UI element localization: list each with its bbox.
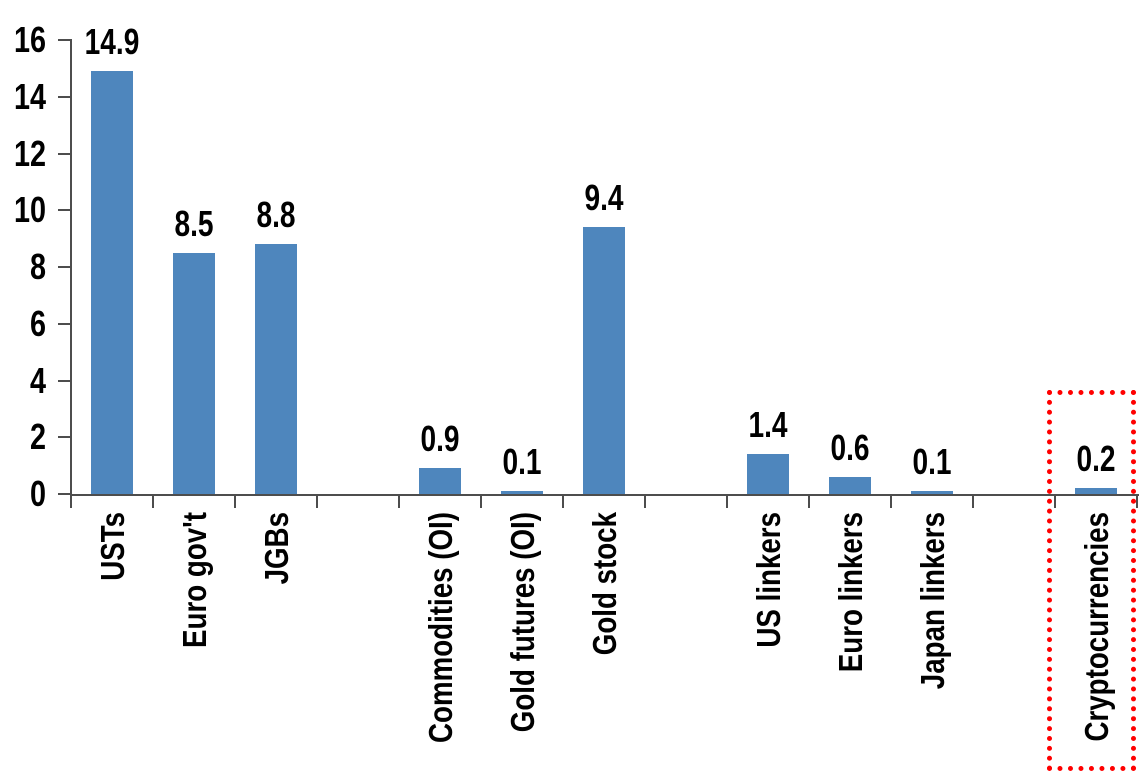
y-axis-tick-label: 0 — [29, 473, 46, 514]
y-axis-tick-label: 16 — [13, 19, 46, 60]
x-axis-tick — [808, 496, 810, 508]
category-label: Japan linkers — [913, 512, 951, 690]
bar-value-label: 0.1 — [912, 441, 952, 483]
y-axis-tick-label: 2 — [29, 416, 46, 458]
category-label: Gold stock — [585, 512, 623, 656]
category-label: Gold futures (OI) — [503, 512, 541, 733]
bar — [501, 491, 543, 494]
x-axis-tick — [1054, 496, 1056, 508]
bar-value-label: 8.8 — [256, 194, 296, 236]
x-axis-line — [70, 494, 1139, 496]
category-label: Commodities (OI) — [421, 512, 459, 744]
category-label: JGBs — [257, 512, 295, 585]
y-axis-tick — [58, 39, 70, 41]
y-axis-tick-label: 8 — [29, 246, 46, 287]
category-label: US linkers — [749, 512, 787, 648]
x-axis-tick — [398, 496, 400, 508]
bar — [911, 491, 953, 494]
bar — [91, 71, 133, 494]
bar-value-label: 0.6 — [830, 426, 870, 468]
y-axis-tick-label: 10 — [13, 189, 46, 231]
bar — [583, 227, 625, 494]
y-axis-tick-label: 6 — [29, 302, 46, 344]
x-axis-tick — [480, 496, 482, 508]
y-axis-tick-label: 12 — [13, 132, 46, 174]
bar — [173, 252, 215, 494]
x-axis-tick — [972, 496, 974, 508]
x-axis-tick — [562, 496, 564, 508]
x-axis-tick — [890, 496, 892, 508]
x-axis-tick — [726, 496, 728, 508]
bar-value-label: 1.4 — [748, 404, 788, 446]
y-axis-tick — [58, 266, 70, 268]
bar-value-label: 0.2 — [1076, 438, 1116, 480]
x-axis-tick — [152, 496, 154, 508]
x-axis-tick — [316, 496, 318, 508]
bar — [419, 468, 461, 494]
bar — [747, 454, 789, 494]
x-axis-tick — [644, 496, 646, 508]
y-axis-tick — [58, 152, 70, 155]
x-axis-tick — [70, 496, 72, 508]
category-label: Euro linkers — [831, 512, 869, 673]
y-axis-tick-label: 14 — [13, 75, 46, 117]
bar-value-label: 8.5 — [174, 202, 214, 244]
bar — [1075, 488, 1117, 494]
y-axis-line — [70, 39, 72, 494]
y-axis-tick — [58, 322, 70, 325]
category-label: USTs — [93, 512, 131, 581]
bar-value-label: 9.4 — [584, 177, 624, 219]
y-axis-tick — [58, 379, 70, 382]
y-axis-tick — [58, 209, 70, 212]
x-axis-tick — [1136, 496, 1138, 508]
bar-value-label: 0.1 — [502, 441, 542, 483]
x-axis-tick — [234, 496, 236, 508]
category-label: Euro gov't — [175, 512, 213, 648]
y-axis-tick — [58, 95, 70, 98]
bar — [255, 244, 297, 494]
y-axis-tick — [58, 493, 70, 495]
bar — [829, 476, 871, 494]
highlight-box — [1047, 390, 1136, 771]
y-axis-tick-label: 4 — [29, 359, 46, 401]
bar-value-label: 14.9 — [84, 21, 140, 63]
bar-value-label: 0.9 — [420, 418, 460, 460]
y-axis-tick — [58, 436, 70, 439]
